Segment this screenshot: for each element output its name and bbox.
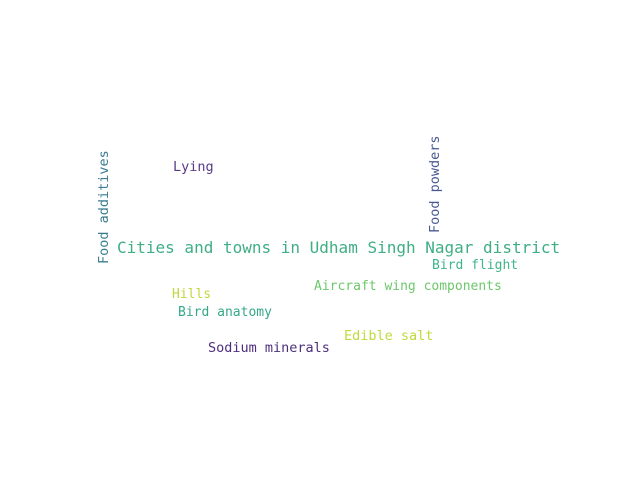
word-bird-flight: Bird flight (432, 258, 519, 273)
word-hills: Hills (172, 287, 212, 302)
word-aircraft-wing-components: Aircraft wing components (314, 279, 502, 294)
word-bird-anatomy: Bird anatomy (178, 305, 272, 320)
word-lying: Lying (173, 159, 214, 175)
word-sodium-minerals: Sodium minerals (208, 340, 330, 356)
word-cities-towns-udham-singh-nagar: Cities and towns in Udham Singh Nagar di… (117, 238, 561, 257)
word-food-powders: Food powders (427, 135, 443, 233)
word-food-additives: Food additives (96, 150, 112, 264)
word-edible-salt: Edible salt (344, 328, 434, 344)
